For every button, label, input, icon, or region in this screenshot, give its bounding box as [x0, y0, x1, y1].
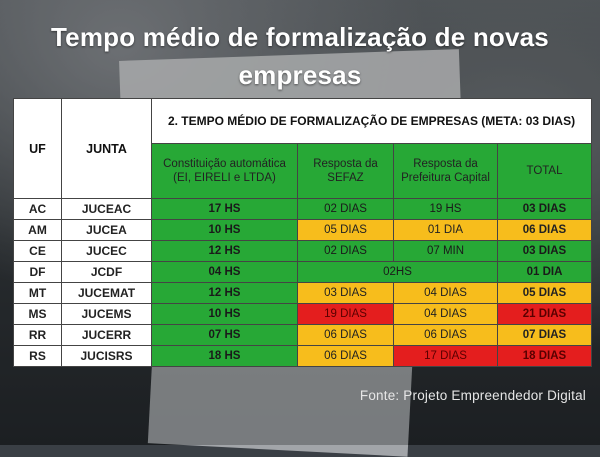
- junta-cell: JUCEC: [61, 240, 152, 262]
- uf-cell: MT: [13, 282, 62, 304]
- table-row: AM JUCEA 10 HS 05 DIAS 01 DIA 06 DIAS: [13, 219, 593, 241]
- uf-cell: AC: [13, 198, 62, 220]
- total-cell: 03 DIAS: [496, 240, 593, 262]
- uf-cell: CE: [13, 240, 62, 262]
- sefaz-cell: 19 DIAS: [297, 303, 394, 325]
- constituicao-cell: 04 HS: [151, 261, 298, 283]
- prefeitura-cell: 04 DIAS: [393, 303, 498, 325]
- junta-cell: JUCEA: [61, 219, 152, 241]
- table-row: CE JUCEC 12 HS 02 DIAS 07 MIN 03 DIAS: [13, 240, 593, 262]
- prefeitura-cell: 17 DIAS: [393, 345, 498, 367]
- constituicao-cell: 10 HS: [151, 219, 298, 241]
- prefeitura-cell: 06 DIAS: [393, 324, 498, 346]
- header-prefeitura: Resposta da Prefeitura Capital: [393, 143, 498, 199]
- prefeitura-cell: 19 HS: [393, 198, 498, 220]
- total-cell: 01 DIA: [496, 261, 593, 283]
- source-caption: Fonte: Projeto Empreendedor Digital: [359, 388, 586, 403]
- constituicao-cell: 18 HS: [151, 345, 298, 367]
- sefaz-cell: 05 DIAS: [297, 219, 394, 241]
- total-cell: 06 DIAS: [496, 219, 593, 241]
- total-cell: 18 DIAS: [496, 345, 593, 367]
- table-row: MS JUCEMS 10 HS 19 DIAS 04 DIAS 21 DIAS: [13, 303, 593, 325]
- page-title: Tempo médio de formalização de novas emp…: [0, 18, 600, 94]
- junta-cell: JCDF: [61, 261, 152, 283]
- total-cell: 07 DIAS: [496, 324, 593, 346]
- junta-cell: JUCISRS: [61, 345, 152, 367]
- sefaz-cell: 03 DIAS: [297, 282, 394, 304]
- table-row: RS JUCISRS 18 HS 06 DIAS 17 DIAS 18 DIAS: [13, 345, 593, 367]
- sefaz-cell: 06 DIAS: [297, 345, 394, 367]
- constituicao-cell: 12 HS: [151, 282, 298, 304]
- uf-cell: RS: [13, 345, 62, 367]
- title-line-1: Tempo médio de formalização de novas: [51, 22, 549, 52]
- title-line-2: empresas: [238, 60, 362, 90]
- header-constituicao: Constituição automática (EI, EIRELI e LT…: [151, 143, 298, 199]
- total-cell: 05 DIAS: [496, 282, 593, 304]
- table-row: RR JUCERR 07 HS 06 DIAS 06 DIAS 07 DIAS: [13, 324, 593, 346]
- junta-cell: JUCERR: [61, 324, 152, 346]
- sefaz-prefeitura-merged-cell: 02HS: [297, 261, 498, 283]
- prefeitura-cell: 01 DIA: [393, 219, 498, 241]
- junta-cell: JUCEMAT: [61, 282, 152, 304]
- prefeitura-cell: 07 MIN: [393, 240, 498, 262]
- table-row: AC JUCEAC 17 HS 02 DIAS 19 HS 03 DIAS: [13, 198, 593, 220]
- header-total: TOTAL: [496, 143, 593, 199]
- uf-cell: RR: [13, 324, 62, 346]
- junta-cell: JUCEAC: [61, 198, 152, 220]
- uf-cell: MS: [13, 303, 62, 325]
- constituicao-cell: 17 HS: [151, 198, 298, 220]
- header-junta: JUNTA: [61, 98, 152, 199]
- uf-cell: DF: [13, 261, 62, 283]
- header-uf: UF: [13, 98, 62, 199]
- constituicao-cell: 07 HS: [151, 324, 298, 346]
- sefaz-cell: 06 DIAS: [297, 324, 394, 346]
- header-main: 2. TEMPO MÉDIO DE FORMALIZAÇÃO DE EMPRES…: [150, 98, 593, 144]
- total-cell: 03 DIAS: [496, 198, 593, 220]
- table-row: MT JUCEMAT 12 HS 03 DIAS 04 DIAS 05 DIAS: [13, 282, 593, 304]
- formalization-time-table: UF JUNTA 2. TEMPO MÉDIO DE FORMALIZAÇÃO …: [13, 98, 593, 367]
- junta-cell: JUCEMS: [61, 303, 152, 325]
- sefaz-cell: 02 DIAS: [297, 240, 394, 262]
- header-sefaz: Resposta da SEFAZ: [297, 143, 394, 199]
- sefaz-cell: 02 DIAS: [297, 198, 394, 220]
- total-cell: 21 DIAS: [496, 303, 593, 325]
- table-row: DF JCDF 04 HS 02HS 01 DIA: [13, 261, 593, 283]
- uf-cell: AM: [13, 219, 62, 241]
- constituicao-cell: 12 HS: [151, 240, 298, 262]
- constituicao-cell: 10 HS: [151, 303, 298, 325]
- prefeitura-cell: 04 DIAS: [393, 282, 498, 304]
